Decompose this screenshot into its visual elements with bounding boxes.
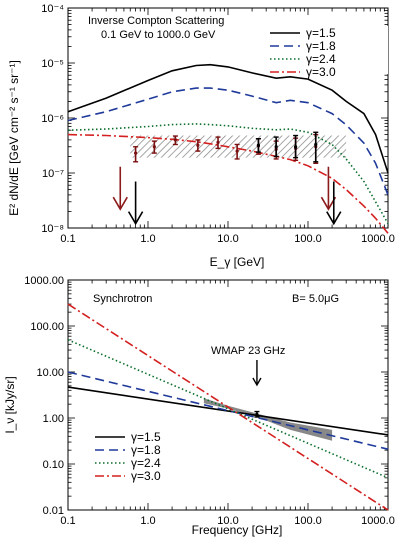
x-tick-label-sync: 0.1 (60, 515, 75, 527)
ic-data-point-marker (173, 138, 177, 142)
ic-series-line-2 (67, 123, 389, 224)
y-tick-label-ic: 10⁻⁷ (42, 168, 64, 180)
ic-hatched-band (130, 135, 347, 158)
ic-overlay-point-marker (294, 145, 298, 149)
legend-label-sync: γ=1.5 (131, 430, 161, 444)
sync-y-axis-label: I_ν [kJy/sr] (3, 376, 17, 433)
x-tick-label-sync: 100.0 (294, 515, 322, 527)
legend-label-ic: γ=3.0 (306, 65, 336, 79)
ic-data-point-marker (196, 143, 200, 147)
x-tick-label-ic: 0.1 (60, 233, 75, 245)
legend-label-ic: γ=1.5 (306, 26, 336, 40)
sync-data-point-marker (255, 412, 259, 416)
sync-series-line-2 (67, 339, 389, 479)
x-tick-label-ic: 1000.0 (361, 233, 395, 245)
ic-upper-limit-arrowhead (326, 211, 342, 226)
y-tick-label-sync: 1000.00 (24, 275, 64, 287)
ic-title-line1: Inverse Compton Scattering (88, 15, 224, 27)
ic-legend-background (264, 26, 388, 74)
wmap-arrowhead (252, 377, 262, 387)
sync-label: Synchrotron (93, 293, 152, 305)
y-tick-label-sync: 1.00 (43, 413, 64, 425)
ic-data-point-marker (235, 149, 239, 153)
synchrotron-panel: Synchrotron B= 5.0μG WMAP 23 GHz Frequen… (3, 275, 395, 537)
ic-y-axis-label: E² dN/dE [GeV cm⁻² s⁻¹ sr⁻¹] (7, 60, 21, 216)
sync-series-line-1 (67, 371, 389, 450)
sync-shaded-band (203, 398, 333, 441)
ic-title-line2: 0.1 GeV to 1000.0 GeV (101, 29, 216, 41)
x-tick-label-ic: 10.0 (217, 233, 238, 245)
sync-bfield-label: B= 5.0μG (292, 293, 339, 305)
ic-data-point-marker (134, 151, 138, 155)
legend-label-sync: γ=1.8 (131, 443, 161, 457)
ic-data-point-marker (152, 145, 156, 149)
ic-upper-limit-arrowhead (112, 196, 128, 211)
y-tick-label-sync: 10.00 (36, 367, 64, 379)
ic-series-line-1 (67, 87, 389, 196)
ic-data-point-marker (216, 140, 220, 145)
y-tick-label-ic: 10⁻⁶ (41, 113, 64, 125)
y-tick-label-ic: 10⁻⁸ (41, 223, 64, 235)
sync-series-line-3 (67, 303, 389, 511)
wmap-label: WMAP 23 GHz (211, 345, 285, 357)
y-tick-label-sync: 100.00 (30, 321, 64, 333)
sync-series-line-0 (67, 386, 389, 436)
ic-x-axis-label: E_γ [GeV] (210, 255, 265, 269)
y-tick-label-sync: 0.01 (43, 505, 64, 517)
ic-overlay-point-marker (274, 145, 278, 149)
y-tick-label-ic: 10⁻⁵ (41, 58, 64, 70)
x-tick-label-sync: 10.0 (217, 515, 238, 527)
ic-upper-limit-arrowhead (127, 211, 144, 226)
x-tick-label-ic: 100.0 (294, 233, 322, 245)
sync-x-axis-label: Frequency [GHz] (192, 523, 283, 537)
legend-label-sync: γ=3.0 (131, 469, 161, 483)
ic-series-line-3 (67, 133, 389, 234)
ic-series-line-0 (67, 63, 389, 174)
x-tick-label-ic: 1.0 (140, 233, 155, 245)
legend-label-ic: γ=1.8 (306, 39, 336, 53)
legend-label-ic: γ=2.4 (306, 52, 336, 66)
legend-label-sync: γ=2.4 (131, 456, 161, 470)
ic-overlay-point-marker (256, 143, 261, 147)
x-tick-label-sync: 1000.0 (361, 515, 395, 527)
y-tick-label-sync: 0.10 (43, 459, 64, 471)
ic-spectrum-panel: Inverse Compton Scattering 0.1 GeV to 10… (7, 3, 395, 269)
x-tick-label-sync: 1.0 (140, 515, 155, 527)
sync-legend: γ=1.5γ=1.8γ=2.4γ=3.0 (95, 430, 161, 483)
y-tick-label-ic: 10⁻⁴ (41, 3, 64, 15)
ic-legend: γ=1.5γ=1.8γ=2.4γ=3.0 (264, 26, 388, 79)
ic-overlay-point-marker (314, 142, 318, 147)
